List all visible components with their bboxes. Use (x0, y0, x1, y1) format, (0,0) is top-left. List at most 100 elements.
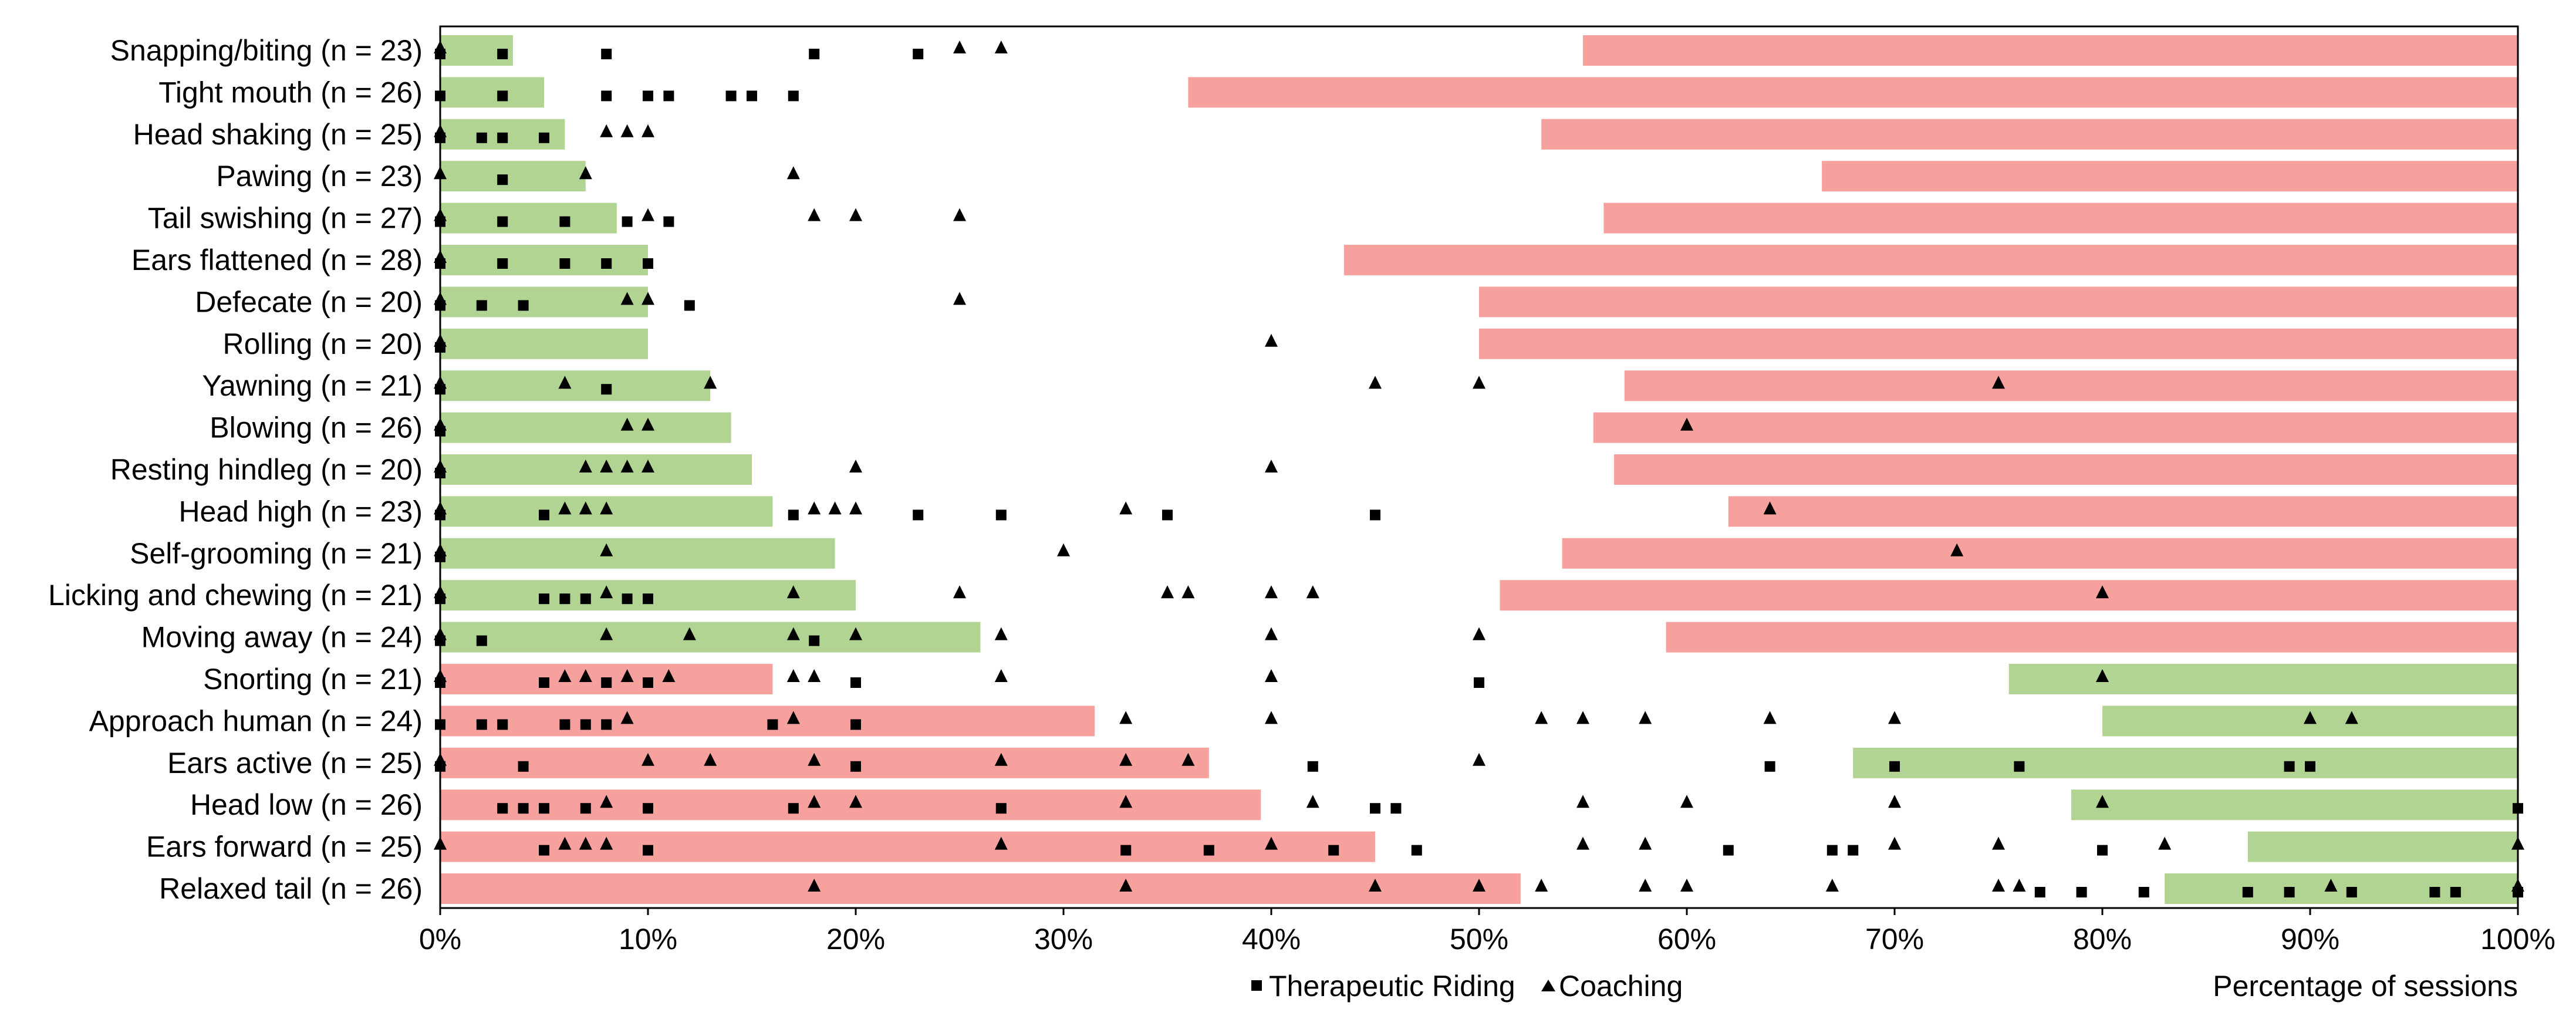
riding-point (539, 509, 549, 521)
riding-point (518, 300, 529, 311)
coaching-point (600, 585, 613, 599)
riding-point (1889, 761, 1900, 772)
coaching-point (2013, 879, 2026, 892)
riding-point (2346, 887, 2357, 897)
bar-left-rolling (440, 328, 648, 359)
bar-right-ears-flattened (1343, 245, 2518, 275)
riding-point (497, 90, 508, 102)
bar-right-ears-forward (2247, 831, 2518, 862)
coaching-point (786, 669, 800, 682)
coaching-point (786, 711, 800, 724)
riding-point (1203, 845, 1214, 856)
riding-point (601, 90, 612, 102)
coaching-point (849, 460, 862, 473)
riding-point (1120, 845, 1132, 856)
coaching-point (579, 501, 592, 515)
riding-point (643, 677, 653, 688)
category-label: Defecate (n = 20) (195, 285, 423, 318)
coaching-point (849, 501, 862, 515)
coaching-point (642, 208, 654, 221)
riding-point (497, 49, 508, 59)
riding-point (809, 49, 820, 59)
riding-point (518, 803, 529, 814)
riding-point (2014, 761, 2025, 772)
coaching-point (1992, 376, 2005, 389)
bar-right-ears-active (1853, 747, 2518, 778)
bar-left-ears-forward (440, 831, 1375, 862)
x-axis-ticks: 0% 10% 20% 30% 40% 50% 60% 70% 80% 90% 100% (419, 908, 2555, 956)
riding-point (476, 132, 487, 143)
riding-point (1411, 845, 1422, 856)
riding-point (995, 803, 1007, 814)
bar-left-pawing (440, 161, 586, 192)
coaching-point (558, 836, 572, 850)
coaching-point (579, 460, 592, 473)
coaching-point (1680, 879, 1693, 892)
coaching-point (849, 208, 862, 221)
bar-right-pawing (1822, 161, 2518, 192)
coaching-point (579, 166, 592, 180)
x-tick-label: 30% (1034, 923, 1093, 956)
x-tick-label: 20% (826, 923, 885, 956)
category-label: Head shaking (n = 25) (133, 118, 423, 151)
riding-point (2284, 887, 2295, 897)
legend: Therapeutic Riding Coaching (1251, 970, 1683, 1003)
coaching-point (600, 795, 613, 808)
x-tick-label: 60% (1657, 923, 1716, 956)
bar-right-moving-away (1666, 622, 2518, 653)
coaching-point (808, 795, 821, 808)
coaching-point (1888, 836, 1901, 850)
riding-point (497, 132, 508, 143)
bar-right-self-grooming (1562, 538, 2518, 569)
riding-point (539, 677, 549, 688)
bar-right-resting-hindleg (1614, 454, 2518, 485)
riding-point (684, 300, 695, 311)
category-label: Snapping/biting (n = 23) (110, 34, 423, 67)
coaching-point (994, 41, 1008, 53)
bars-layer (440, 35, 2518, 904)
coaching-point (808, 208, 821, 221)
coaching-point (2345, 711, 2358, 724)
category-label: Approach human (n = 24) (89, 704, 423, 737)
riding-point (539, 132, 549, 143)
riding-point (580, 719, 591, 730)
coaching-point (808, 752, 821, 766)
coaching-point (642, 124, 654, 137)
riding-point (1474, 677, 1484, 688)
riding-point (539, 593, 549, 605)
coaching-point (600, 836, 613, 850)
coaching-point (1119, 711, 1133, 724)
coaching-point (808, 879, 821, 892)
category-label: Licking and chewing (n = 21) (48, 579, 423, 612)
bar-left-tail-swishing (440, 203, 617, 234)
bar-left-head-low (440, 789, 1261, 821)
riding-point (643, 845, 653, 856)
coaching-point (642, 460, 654, 473)
coaching-point (994, 669, 1008, 682)
riding-point (663, 216, 674, 227)
riding-point (1848, 845, 1859, 856)
riding-point (497, 258, 508, 269)
coaching-point (1265, 836, 1278, 850)
riding-point (539, 845, 549, 856)
riding-point (601, 719, 612, 730)
category-label: Rolling (n = 20) (223, 328, 423, 360)
coaching-point (1369, 376, 1382, 389)
coaching-point (1265, 333, 1278, 347)
riding-point (622, 593, 633, 605)
coaching-point (1306, 585, 1319, 599)
bar-right-defecate (1479, 286, 2518, 318)
x-tick-label: 50% (1450, 923, 1508, 956)
coaching-point (1576, 836, 1589, 850)
bar-left-blowing (440, 412, 731, 443)
coaching-point (1576, 795, 1589, 808)
riding-point (643, 803, 653, 814)
x-tick-label: 80% (2073, 923, 2132, 956)
riding-point (2076, 887, 2087, 897)
riding-point (809, 635, 820, 646)
coaching-point (579, 669, 592, 682)
riding-point (2097, 845, 2108, 856)
riding-point (559, 258, 570, 269)
coaching-point (620, 124, 634, 137)
coaching-point (994, 627, 1008, 640)
